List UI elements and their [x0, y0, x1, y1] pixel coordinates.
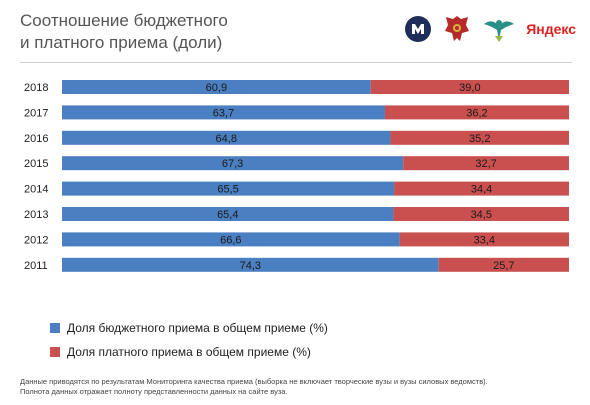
bar-budget [62, 257, 439, 272]
value-label-paid: 33,4 [474, 234, 495, 246]
logo-strip: Яндекс [404, 12, 576, 46]
legend-label-paid: Доля платного приема в общем приеме (%) [67, 345, 311, 359]
value-label-paid: 36,2 [466, 107, 487, 119]
bar-paid [394, 181, 569, 196]
year-label: 2016 [24, 133, 48, 145]
value-label-paid: 34,4 [471, 184, 492, 196]
ministry-emblem-icon [482, 14, 516, 44]
value-labels: 60,9 39,0 63,7 36,2 64,8 35,2 67,3 32,7 65,5 34,4… [206, 82, 515, 272]
legend: Доля бюджетного приема в общем приеме (%… [50, 316, 328, 364]
value-label-paid: 34,5 [471, 209, 492, 221]
bar-paid [403, 156, 569, 171]
header-divider [20, 62, 572, 63]
bar-paid [393, 207, 569, 221]
chart-title-line-2: и платного приема (доли) [20, 33, 223, 52]
year-label: 2012 [24, 234, 48, 246]
bar-budget [62, 232, 400, 247]
value-label-paid: 39,0 [459, 82, 480, 94]
value-label-paid: 25,7 [493, 260, 514, 272]
value-label-budget: 74,3 [240, 260, 261, 272]
hse-logo-icon [404, 15, 432, 43]
footnote-line-1: Данные приводятся по результатам Монитор… [20, 377, 488, 386]
bar-budget [62, 130, 391, 145]
bar-paid [384, 105, 569, 120]
legend-swatch-budget [50, 323, 60, 333]
bar-paid [438, 257, 569, 272]
chart-title-line-1: Соотношение бюджетного [20, 11, 228, 30]
year-label: 2017 [24, 107, 48, 119]
bar-budget [62, 105, 385, 120]
year-label: 2018 [24, 82, 48, 94]
value-label-budget: 66,6 [220, 234, 241, 246]
bar-budget [62, 181, 395, 196]
year-label: 2013 [24, 209, 48, 221]
bar-budget [62, 207, 394, 221]
value-label-paid: 35,2 [469, 133, 490, 145]
legend-swatch-paid [50, 347, 60, 357]
year-label: 2015 [24, 158, 48, 170]
legend-label-budget: Доля бюджетного приема в общем приеме (%… [67, 321, 328, 335]
russia-emblem-icon [442, 13, 472, 45]
footnote: Данные приводятся по результатам Монитор… [20, 377, 488, 397]
value-label-budget: 64,8 [216, 133, 237, 145]
yandex-logo: Яндекс [526, 21, 576, 37]
value-label-budget: 63,7 [213, 107, 234, 119]
year-label: 2011 [24, 260, 48, 272]
year-labels: 2018 2017 2016 2015 2014 2013 2012 2011 [24, 82, 48, 272]
legend-item-paid: Доля платного приема в общем приеме (%) [50, 340, 328, 364]
bar-paid [390, 130, 569, 145]
footnote-line-2: Полнота данных отражает полноту представ… [20, 387, 288, 396]
bar-budget [62, 156, 404, 171]
bar-budget [62, 80, 371, 94]
chart-title: Соотношение бюджетного и платного приема… [20, 10, 228, 54]
bars [62, 80, 569, 272]
value-label-budget: 67,3 [222, 158, 243, 170]
value-label-budget: 60,9 [206, 82, 227, 94]
value-label-paid: 32,7 [475, 158, 496, 170]
value-label-budget: 65,4 [217, 209, 238, 221]
bar-paid [399, 232, 569, 247]
bar-chart: 2018 2017 2016 2015 2014 2013 2012 2011 60,9 39,… [24, 80, 569, 272]
value-label-budget: 65,5 [217, 184, 238, 196]
bar-paid [370, 80, 569, 94]
year-label: 2014 [24, 184, 48, 196]
legend-item-budget: Доля бюджетного приема в общем приеме (%… [50, 316, 328, 340]
